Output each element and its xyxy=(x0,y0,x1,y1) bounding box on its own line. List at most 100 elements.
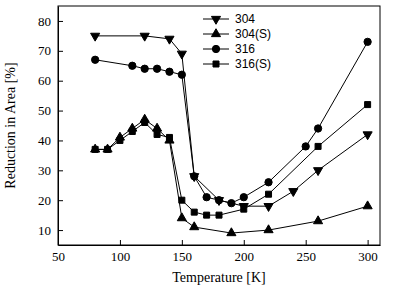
data-point xyxy=(363,201,372,209)
data-point xyxy=(191,173,198,180)
plot-area xyxy=(91,33,373,235)
x-tick: 250 xyxy=(296,240,316,264)
y-axis-line xyxy=(58,7,59,246)
data-point xyxy=(239,204,248,212)
plot-frame xyxy=(58,6,380,245)
y-tick: 80 xyxy=(38,14,63,29)
chart: 50 100 150 200 250 300 10 20 30 40 50 60 70 80 Tempera… xyxy=(0,0,400,289)
data-point xyxy=(228,200,235,207)
data-point xyxy=(227,228,236,236)
data-point xyxy=(264,225,273,233)
data-point xyxy=(191,209,197,215)
legend-marker xyxy=(211,29,220,37)
data-point xyxy=(241,206,247,212)
data-point xyxy=(314,216,323,224)
y-tick-mark xyxy=(58,111,63,112)
x-tick-mark xyxy=(244,240,245,245)
data-point xyxy=(190,222,199,230)
y-tick: 20 xyxy=(38,193,63,208)
y-tick: 40 xyxy=(38,133,63,148)
y-tick-label: 30 xyxy=(38,163,51,178)
x-tick: 150 xyxy=(173,240,193,264)
data-point xyxy=(166,134,172,140)
y-tick-label: 80 xyxy=(38,14,51,29)
legend-marker xyxy=(211,16,220,24)
data-point xyxy=(289,189,298,197)
data-point xyxy=(240,194,247,201)
y-tick-mark xyxy=(58,51,63,52)
data-point xyxy=(363,132,372,140)
data-point xyxy=(365,102,371,108)
data-point xyxy=(302,143,309,150)
legend-label: 304(S) xyxy=(235,27,271,41)
y-tick-mark xyxy=(58,230,63,231)
legend: 304304(S)316316(S) xyxy=(203,12,271,71)
x-tick: 200 xyxy=(235,240,255,264)
y-tick-mark xyxy=(58,21,63,22)
x-tick-label: 250 xyxy=(296,249,316,264)
x-axis: 50 100 150 200 250 300 xyxy=(52,240,381,264)
data-point xyxy=(92,146,98,152)
y-tick: 60 xyxy=(38,73,63,88)
y-tick-label: 50 xyxy=(38,103,51,118)
data-point xyxy=(203,194,210,201)
data-point xyxy=(91,56,98,63)
data-point xyxy=(215,197,222,204)
data-point xyxy=(165,135,174,143)
data-point xyxy=(179,197,185,203)
legend-label: 316 xyxy=(235,42,255,56)
data-point xyxy=(91,144,100,152)
data-point xyxy=(166,68,173,75)
series-line xyxy=(95,120,367,234)
y-axis: 10 20 30 40 50 60 70 80 xyxy=(38,7,63,246)
y-tick-mark xyxy=(58,170,63,171)
legend-marker xyxy=(213,61,219,67)
y-tick-mark xyxy=(58,200,63,201)
x-tick-label: 100 xyxy=(111,249,131,264)
series-line xyxy=(95,42,367,203)
data-point xyxy=(117,137,123,143)
y-tick-label: 40 xyxy=(38,133,51,148)
data-point xyxy=(105,146,111,152)
data-point xyxy=(314,168,323,176)
data-point xyxy=(141,65,148,72)
x-tick-mark xyxy=(306,240,307,245)
data-point xyxy=(177,213,186,221)
data-point xyxy=(177,51,186,59)
x-tick-mark xyxy=(368,240,369,245)
y-tick-label: 70 xyxy=(38,43,51,58)
data-point xyxy=(91,33,100,41)
x-tick: 300 xyxy=(358,240,378,264)
data-point xyxy=(315,143,321,149)
x-tick-mark xyxy=(120,240,121,245)
y-tick-label: 10 xyxy=(38,223,51,238)
x-axis-title: Temperature [K] xyxy=(172,270,265,285)
data-point xyxy=(364,38,371,45)
series-line xyxy=(95,36,367,206)
data-point xyxy=(216,212,222,218)
data-point xyxy=(266,191,272,197)
series-line xyxy=(95,105,367,216)
data-point xyxy=(129,62,136,69)
legend-marker xyxy=(212,45,219,52)
data-point xyxy=(153,65,160,72)
legend-label: 304 xyxy=(235,12,255,26)
data-point xyxy=(154,131,160,137)
data-point xyxy=(265,179,272,186)
legend-label: 316(S) xyxy=(235,57,271,71)
y-tick: 10 xyxy=(38,223,63,238)
data-point xyxy=(264,204,273,212)
data-point xyxy=(103,144,112,152)
data-point xyxy=(142,120,148,126)
data-point xyxy=(129,128,135,134)
y-tick-mark xyxy=(58,140,63,141)
x-tick-label: 300 xyxy=(358,249,378,264)
x-tick-label: 50 xyxy=(52,249,65,264)
x-axis-line xyxy=(59,245,381,246)
x-tick: 100 xyxy=(111,240,131,264)
x-tick-label: 200 xyxy=(235,249,255,264)
y-tick-label: 20 xyxy=(38,193,51,208)
y-tick-mark xyxy=(58,81,63,82)
y-tick: 70 xyxy=(38,43,63,58)
x-tick-mark xyxy=(182,240,183,245)
